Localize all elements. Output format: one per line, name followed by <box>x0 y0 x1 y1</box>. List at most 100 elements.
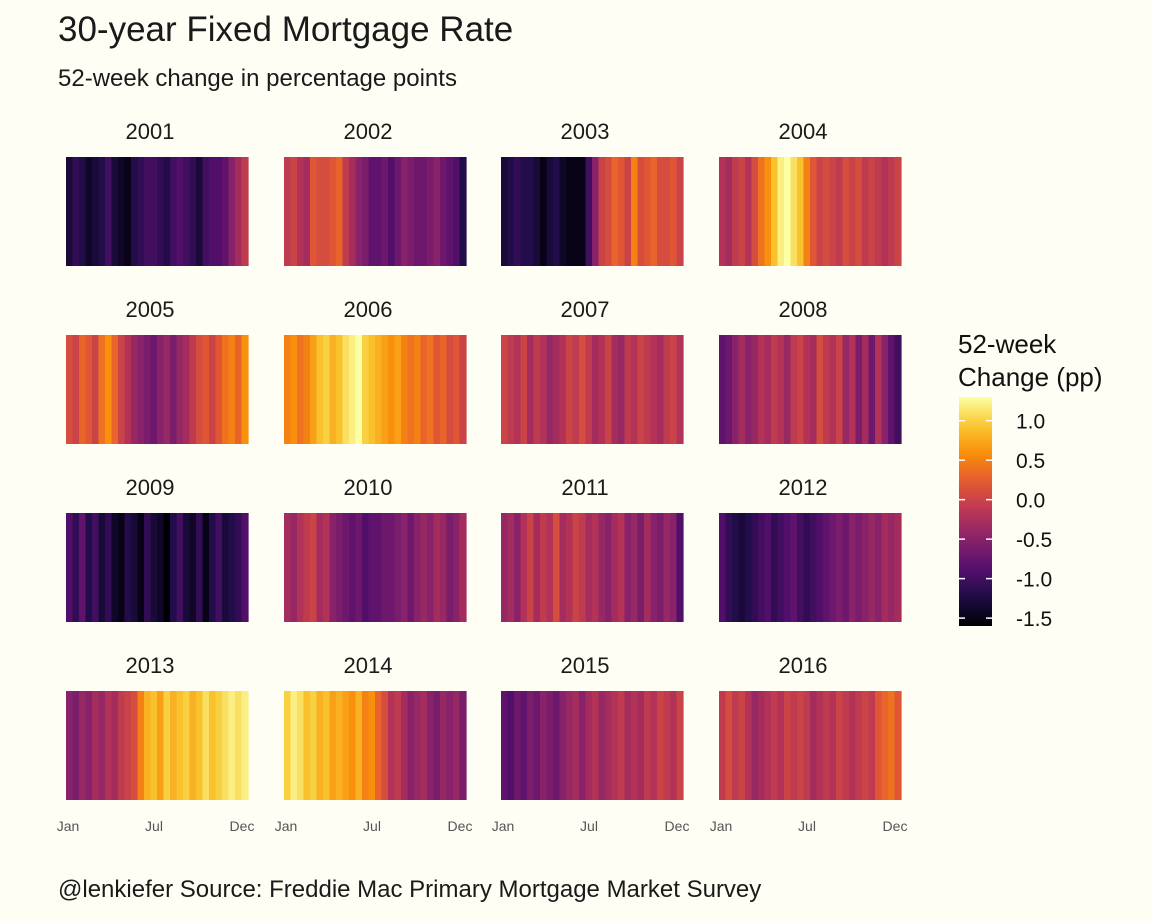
heat-tile-2005-12 <box>137 335 145 444</box>
heat-tile-2002-25 <box>440 157 448 266</box>
heat-tile-2004-11 <box>784 157 792 266</box>
heat-tile-2011-18 <box>611 513 619 622</box>
heat-tile-2006-2 <box>290 335 298 444</box>
heat-tile-2012-1 <box>719 513 727 622</box>
heat-tile-2007-17 <box>605 335 613 444</box>
heat-tile-2005-20 <box>189 335 197 444</box>
heat-tile-2001-16 <box>163 157 171 266</box>
heat-tile-2012-5 <box>745 513 753 622</box>
heat-tile-2013-21 <box>196 691 204 800</box>
heat-tile-2016-2 <box>725 691 733 800</box>
heat-tile-2011-20 <box>624 513 632 622</box>
heat-tile-2009-12 <box>137 513 145 622</box>
heat-tile-2010-6 <box>316 513 324 622</box>
heat-tile-2007-27 <box>670 335 678 444</box>
heat-tile-2007-28 <box>676 335 684 444</box>
facet-label-2008: 2008 <box>779 297 828 322</box>
heat-tile-2016-17 <box>823 691 831 800</box>
heat-tile-2007-15 <box>592 335 600 444</box>
heat-tile-2004-23 <box>862 157 870 266</box>
heat-tile-2006-6 <box>316 335 324 444</box>
heat-tile-2005-7 <box>105 335 113 444</box>
heat-tile-2010-12 <box>355 513 363 622</box>
heat-tile-2005-6 <box>98 335 106 444</box>
chart-title: 30-year Fixed Mortgage Rate <box>58 10 514 49</box>
heat-tile-2016-4 <box>738 691 746 800</box>
heat-tile-2015-2 <box>507 691 515 800</box>
legend-colorbar <box>959 397 992 626</box>
heat-tile-2014-27 <box>453 691 461 800</box>
heat-tile-2009-4 <box>85 513 93 622</box>
chart-caption: @lenkiefer Source: Freddie Mac Primary M… <box>58 876 762 903</box>
heat-tile-2015-15 <box>592 691 600 800</box>
heat-tile-2012-10 <box>777 513 785 622</box>
heat-tile-2002-10 <box>342 157 350 266</box>
heat-tile-2010-15 <box>375 513 383 622</box>
heat-tile-2005-1 <box>66 335 74 444</box>
facet-label-2004: 2004 <box>779 119 828 144</box>
heat-tile-2009-27 <box>235 513 243 622</box>
heat-tile-2001-25 <box>222 157 230 266</box>
heat-tile-2008-15 <box>810 335 818 444</box>
heat-tile-2002-1 <box>284 157 292 266</box>
heat-tile-2006-8 <box>329 335 337 444</box>
heat-tile-2005-13 <box>144 335 152 444</box>
heat-tile-2007-19 <box>618 335 626 444</box>
heat-tile-2015-7 <box>540 691 548 800</box>
facet-label-2012: 2012 <box>779 475 828 500</box>
heat-tile-2005-15 <box>157 335 165 444</box>
heat-tile-2011-15 <box>592 513 600 622</box>
heat-tile-2008-17 <box>823 335 831 444</box>
heat-tile-2004-18 <box>829 157 837 266</box>
heat-tile-2011-21 <box>631 513 639 622</box>
heat-tile-2010-5 <box>310 513 318 622</box>
heat-tile-2013-24 <box>215 691 223 800</box>
heat-tile-2003-6 <box>533 157 541 266</box>
heat-tile-2010-18 <box>394 513 402 622</box>
heat-tile-2007-14 <box>585 335 593 444</box>
heat-tile-2008-9 <box>771 335 779 444</box>
heat-tile-2016-10 <box>777 691 785 800</box>
heat-tile-2015-12 <box>572 691 580 800</box>
heat-tile-2007-7 <box>540 335 548 444</box>
heat-tile-2001-23 <box>209 157 217 266</box>
heat-tile-2003-14 <box>585 157 593 266</box>
heat-tile-2005-17 <box>170 335 178 444</box>
heat-tile-2010-21 <box>414 513 422 622</box>
heat-tile-2011-23 <box>644 513 652 622</box>
heat-tile-2007-9 <box>553 335 561 444</box>
heat-tile-2016-12 <box>790 691 798 800</box>
heat-tile-2016-6 <box>751 691 759 800</box>
heat-tile-2013-3 <box>79 691 87 800</box>
heat-tile-2006-17 <box>388 335 396 444</box>
heat-tile-2012-27 <box>888 513 896 622</box>
heat-tile-2004-7 <box>758 157 766 266</box>
heat-tile-2002-3 <box>297 157 305 266</box>
heat-tile-2008-14 <box>803 335 811 444</box>
heat-tile-2013-13 <box>144 691 152 800</box>
heat-tile-2002-2 <box>290 157 298 266</box>
heat-tile-2010-4 <box>303 513 311 622</box>
heat-tile-2010-14 <box>368 513 376 622</box>
heat-tile-2002-8 <box>329 157 337 266</box>
heat-tile-2015-4 <box>520 691 528 800</box>
heat-tile-2004-24 <box>868 157 876 266</box>
heat-tile-2011-12 <box>572 513 580 622</box>
facet-label-2003: 2003 <box>561 119 610 144</box>
heat-tile-2011-9 <box>553 513 561 622</box>
heat-tile-2003-26 <box>663 157 671 266</box>
heat-tile-2005-28 <box>241 335 249 444</box>
heat-tile-2015-23 <box>644 691 652 800</box>
heat-tile-2016-24 <box>868 691 876 800</box>
heat-tile-2010-11 <box>349 513 357 622</box>
heat-tile-2004-19 <box>836 157 844 266</box>
heat-tile-2005-5 <box>92 335 100 444</box>
heat-tile-2013-11 <box>131 691 139 800</box>
heat-tile-2012-26 <box>881 513 889 622</box>
x-tick-label: Jul <box>798 818 816 834</box>
heat-tile-2011-27 <box>670 513 678 622</box>
heat-tile-2004-10 <box>777 157 785 266</box>
heat-tile-2006-9 <box>336 335 344 444</box>
facet-label-2001: 2001 <box>126 119 175 144</box>
